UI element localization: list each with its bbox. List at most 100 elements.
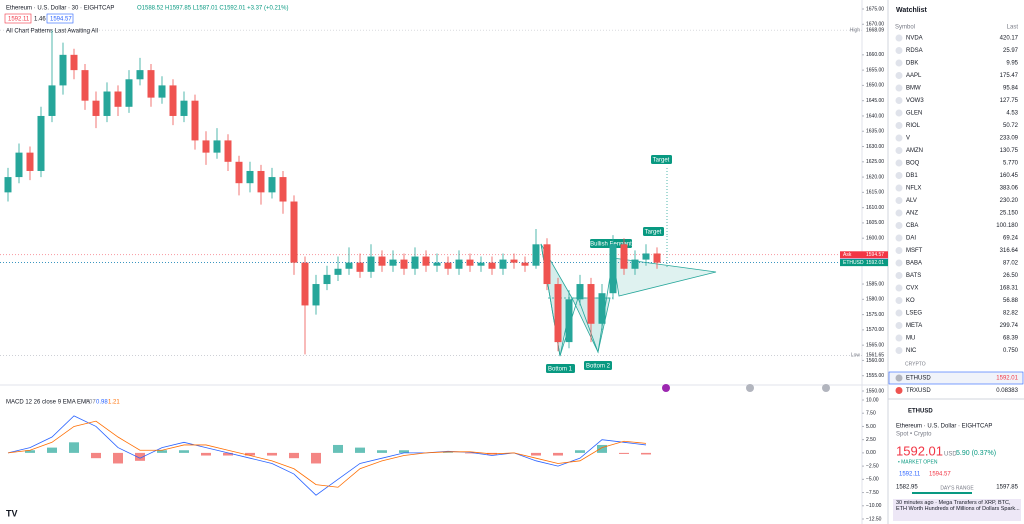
watch-symbol[interactable]: V <box>906 136 910 142</box>
watch-symbol[interactable]: AMZN <box>906 148 923 154</box>
candle-body <box>367 256 375 272</box>
y-tick-label: 1640.00 <box>866 113 884 119</box>
details-bid: 1592.11 <box>899 472 921 478</box>
watch-symbol[interactable]: DBK <box>906 61 918 67</box>
symbol-icon <box>895 184 903 192</box>
spread: 1.46 <box>34 17 46 23</box>
histogram-bar <box>553 452 563 456</box>
watch-last: 25.97 <box>1003 48 1019 54</box>
candle-body <box>301 262 309 306</box>
histogram-bar <box>135 452 145 461</box>
symbol-icon <box>895 122 903 129</box>
watch-symbol[interactable]: VOW3 <box>906 98 924 104</box>
watch-symbol[interactable]: META <box>906 323 922 329</box>
watch-symbol[interactable]: CBA <box>906 223 918 229</box>
histogram-bar <box>465 452 475 454</box>
watch-symbol[interactable]: TRXUSD <box>906 388 931 394</box>
news: 30 minutes ago · Mega Transfers of XRP, … <box>896 500 1020 512</box>
watch-symbol[interactable]: NVDA <box>906 36 923 42</box>
watch-last: 233.09 <box>1000 136 1019 142</box>
flag-icon[interactable] <box>746 384 754 392</box>
macd-title[interactable]: MACD 12 26 close 9 EMA EMA <box>6 400 90 406</box>
candle-body <box>389 259 397 266</box>
watch-symbol[interactable]: NIC <box>906 348 917 354</box>
watch-symbol[interactable]: RIOL <box>906 123 921 129</box>
watch-symbol[interactable]: AAPL <box>906 73 922 79</box>
candle-body <box>444 262 452 269</box>
symbol-title[interactable]: Ethereum · U.S. Dollar · 30 · EIGHTCAP <box>6 6 114 12</box>
candle-body <box>642 253 650 260</box>
histogram-bar <box>311 452 321 464</box>
candle-body <box>510 259 518 263</box>
candle-body <box>576 284 584 300</box>
candle-body <box>92 100 100 116</box>
candle-body <box>521 262 529 266</box>
watch-symbol[interactable]: RDSA <box>906 48 923 54</box>
symbol-icon <box>895 322 903 329</box>
watch-symbol[interactable]: BOQ <box>906 161 920 167</box>
event-icon[interactable] <box>662 384 670 392</box>
watch-last: 56.88 <box>1003 298 1019 304</box>
macd-tick-label: 10.00 <box>866 397 879 403</box>
candle-body <box>158 85 166 98</box>
watch-symbol[interactable]: BATS <box>906 273 921 279</box>
logo[interactable]: TV <box>6 508 18 518</box>
candle-body <box>378 256 386 266</box>
macd-tick-label: −5.00 <box>866 477 879 483</box>
symbol-icon <box>895 272 903 279</box>
candle-body <box>235 161 243 184</box>
candle-body <box>268 177 276 193</box>
candle-body <box>4 177 12 193</box>
candle-body <box>565 299 573 343</box>
candle-body <box>411 256 419 269</box>
flag-icon[interactable] <box>822 384 830 392</box>
y-tick-label: 1570.00 <box>866 327 884 333</box>
watch-symbol[interactable]: GLEN <box>906 111 922 117</box>
candle-body <box>543 244 551 285</box>
watch-symbol[interactable]: DAI <box>906 236 916 242</box>
y-tick-label: 1560.00 <box>866 358 884 364</box>
y-tick-label: 1625.00 <box>866 159 884 165</box>
bid-box[interactable] <box>4 13 32 24</box>
ask-box[interactable] <box>46 13 74 24</box>
watch-symbol[interactable]: CVX <box>906 286 918 292</box>
histogram-bar <box>267 452 277 456</box>
histogram-bar <box>619 452 629 454</box>
watch-symbol[interactable]: BMW <box>906 86 921 92</box>
symbol-icon <box>895 259 903 267</box>
histogram-bar <box>641 452 651 455</box>
details-symbol[interactable]: ETHUSD <box>908 409 933 415</box>
news-box[interactable] <box>893 499 1021 521</box>
macd-tick-label: 0.00 <box>866 450 876 456</box>
candle-body <box>26 152 34 171</box>
candle-body <box>59 54 67 86</box>
pattern-label: Bottom 2 <box>586 364 611 370</box>
macd-reading: 0.98 <box>96 400 108 406</box>
y-tick-label: 1565.00 <box>866 342 884 348</box>
ask: 1594.57 <box>50 17 72 23</box>
watch-symbol[interactable]: ANZ <box>906 211 918 217</box>
watch-symbol[interactable]: DB1 <box>906 173 918 179</box>
watch-symbol[interactable]: ETHUSD <box>906 376 931 382</box>
symbol-icon <box>895 284 903 292</box>
candle-body <box>70 54 78 71</box>
section: CRYPTO <box>905 361 926 367</box>
watch-last: 127.75 <box>1000 98 1019 104</box>
watch-symbol[interactable]: NFLX <box>906 186 921 192</box>
watch-symbol[interactable]: MSFT <box>906 248 923 254</box>
watch-symbol[interactable]: KO <box>906 298 915 304</box>
watch-symbol[interactable]: MU <box>906 336 915 342</box>
watch-last: 420.17 <box>1000 36 1019 42</box>
y-tick-label: 1645.00 <box>866 98 884 104</box>
candle-body <box>114 91 122 107</box>
selected-row <box>888 371 1024 385</box>
watch-symbol[interactable]: BABA <box>906 261 922 267</box>
watchlist-title[interactable]: Watchlist <box>896 7 928 14</box>
low-value: 1561.65 <box>866 353 884 359</box>
symbol-icon <box>895 84 903 92</box>
candle-body <box>488 262 496 269</box>
histogram-bar <box>223 452 233 456</box>
watch-symbol[interactable]: ALV <box>906 198 917 204</box>
watch-symbol[interactable]: LSEG <box>906 311 922 317</box>
